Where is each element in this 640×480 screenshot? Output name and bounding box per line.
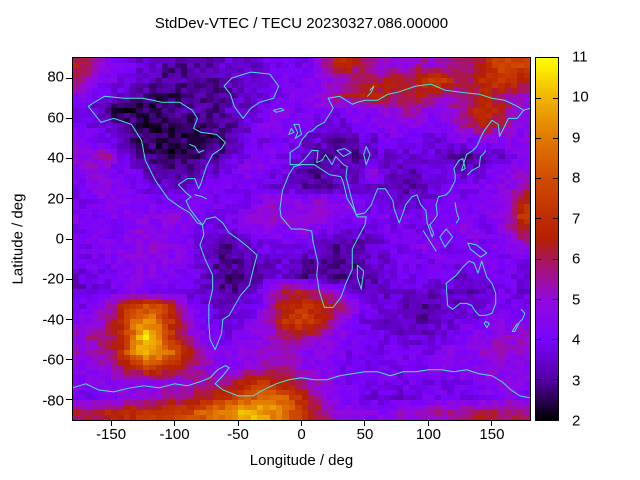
tick-mark [301, 420, 302, 426]
tick-mark [364, 420, 366, 426]
chart-title: StdDev-VTEC / TECU 20230327.086.00000 [154, 15, 449, 32]
y-axis-tick-labels: 80 60 40 20 0 -20 -40 -60 -80 [0, 57, 64, 421]
colorbar-tick-label: 6 [572, 250, 581, 268]
tick-mark [66, 399, 72, 401]
x-tick-label: 150 [479, 426, 505, 443]
coastline-great-lakes [190, 144, 204, 152]
colorbar-tick-label: 5 [572, 291, 581, 309]
colorbar-tick-label: 4 [572, 331, 581, 349]
tick-mark [553, 379, 558, 381]
tick-mark [66, 158, 72, 160]
tick-mark [237, 420, 239, 426]
coastline-africa [280, 165, 366, 308]
tick-mark [536, 258, 541, 260]
coastline-tasmania [484, 321, 489, 327]
tick-mark [66, 318, 72, 320]
x-axis-label: Longitude / deg [249, 452, 354, 469]
x-tick-label: 100 [415, 426, 441, 443]
colorbar-tick-label: 2 [572, 412, 581, 430]
tick-mark [536, 298, 541, 300]
tick-mark [536, 339, 541, 341]
coastline-south-america [200, 217, 257, 350]
tick-mark [66, 238, 72, 240]
tick-mark [553, 339, 558, 341]
colorbar-tick-label: 10 [572, 88, 589, 106]
coastline-greenland [224, 72, 279, 118]
vtec-heatmap-canvas [73, 58, 530, 420]
colorbar [535, 57, 559, 421]
x-tick-label: 0 [297, 426, 306, 443]
y-tick-label: 20 [47, 190, 64, 208]
tick-mark [66, 278, 72, 280]
colorbar-tick-label: 9 [572, 129, 581, 147]
tick-mark [536, 97, 541, 99]
tick-mark [174, 420, 176, 426]
coastline-madagascar [357, 265, 363, 289]
x-tick-label: -150 [96, 426, 127, 443]
coastline-sumatra [423, 231, 436, 251]
y-tick-label: -60 [42, 351, 64, 369]
tick-mark [553, 137, 558, 139]
map-plot-area [72, 57, 531, 421]
colorbar-tick-label: 8 [572, 169, 581, 187]
x-tick-label: 50 [356, 426, 374, 443]
coastline-eurasia-north [290, 84, 530, 152]
y-tick-label: -40 [42, 311, 64, 329]
coastline-iceland [274, 108, 284, 112]
tick-mark [553, 218, 558, 220]
coastline-borneo [440, 229, 453, 247]
tick-mark [553, 178, 558, 180]
colorbar-tick-label: 3 [572, 372, 581, 390]
colorbar-tick-label: 7 [572, 210, 581, 228]
coastline-antarctica [73, 366, 530, 398]
coastline-black-sea [337, 149, 351, 157]
y-tick-label: 40 [47, 149, 64, 167]
y-tick-label: -20 [42, 270, 64, 288]
coastline-philippines [455, 203, 459, 223]
coastline-ireland [289, 128, 294, 134]
tick-mark [536, 178, 541, 180]
tick-mark [553, 258, 558, 260]
tick-mark [536, 379, 541, 381]
y-tick-label: 60 [47, 109, 64, 127]
tick-mark [66, 359, 72, 361]
coastline-north-america [88, 96, 225, 225]
y-tick-label: -80 [42, 392, 64, 410]
coastline-eurasia-south [290, 110, 524, 237]
tick-mark [536, 218, 541, 220]
tick-mark [427, 420, 429, 426]
tick-mark [553, 298, 558, 300]
x-axis-tick-labels: -150 -100 -50 0 50 100 150 [73, 426, 530, 446]
coastline-australia [446, 261, 496, 315]
coastline-uk [294, 124, 302, 138]
x-tick-label: -50 [227, 426, 249, 443]
coastline-new-guinea [468, 243, 487, 257]
tick-mark [553, 97, 558, 99]
coastline-new-zealand [512, 309, 525, 331]
tick-mark [66, 198, 72, 200]
coastline-japan [468, 151, 486, 175]
y-tick-label: 80 [47, 68, 64, 86]
colorbar-tick-labels: 2 3 4 5 6 7 8 9 10 11 [572, 49, 612, 430]
coastline-caspian-sea [364, 146, 370, 164]
tick-mark [110, 420, 112, 426]
x-tick-label: -100 [159, 426, 190, 443]
tick-mark [66, 77, 72, 79]
tick-mark [491, 420, 493, 426]
coastline-cuba [195, 195, 206, 199]
colorbar-tick-label: 11 [572, 48, 588, 66]
coastline-novaya-zemlya [368, 86, 374, 96]
coastline-overlay [73, 58, 530, 420]
tick-mark [66, 117, 72, 119]
tick-mark [536, 137, 541, 139]
y-tick-label: 0 [55, 230, 64, 248]
